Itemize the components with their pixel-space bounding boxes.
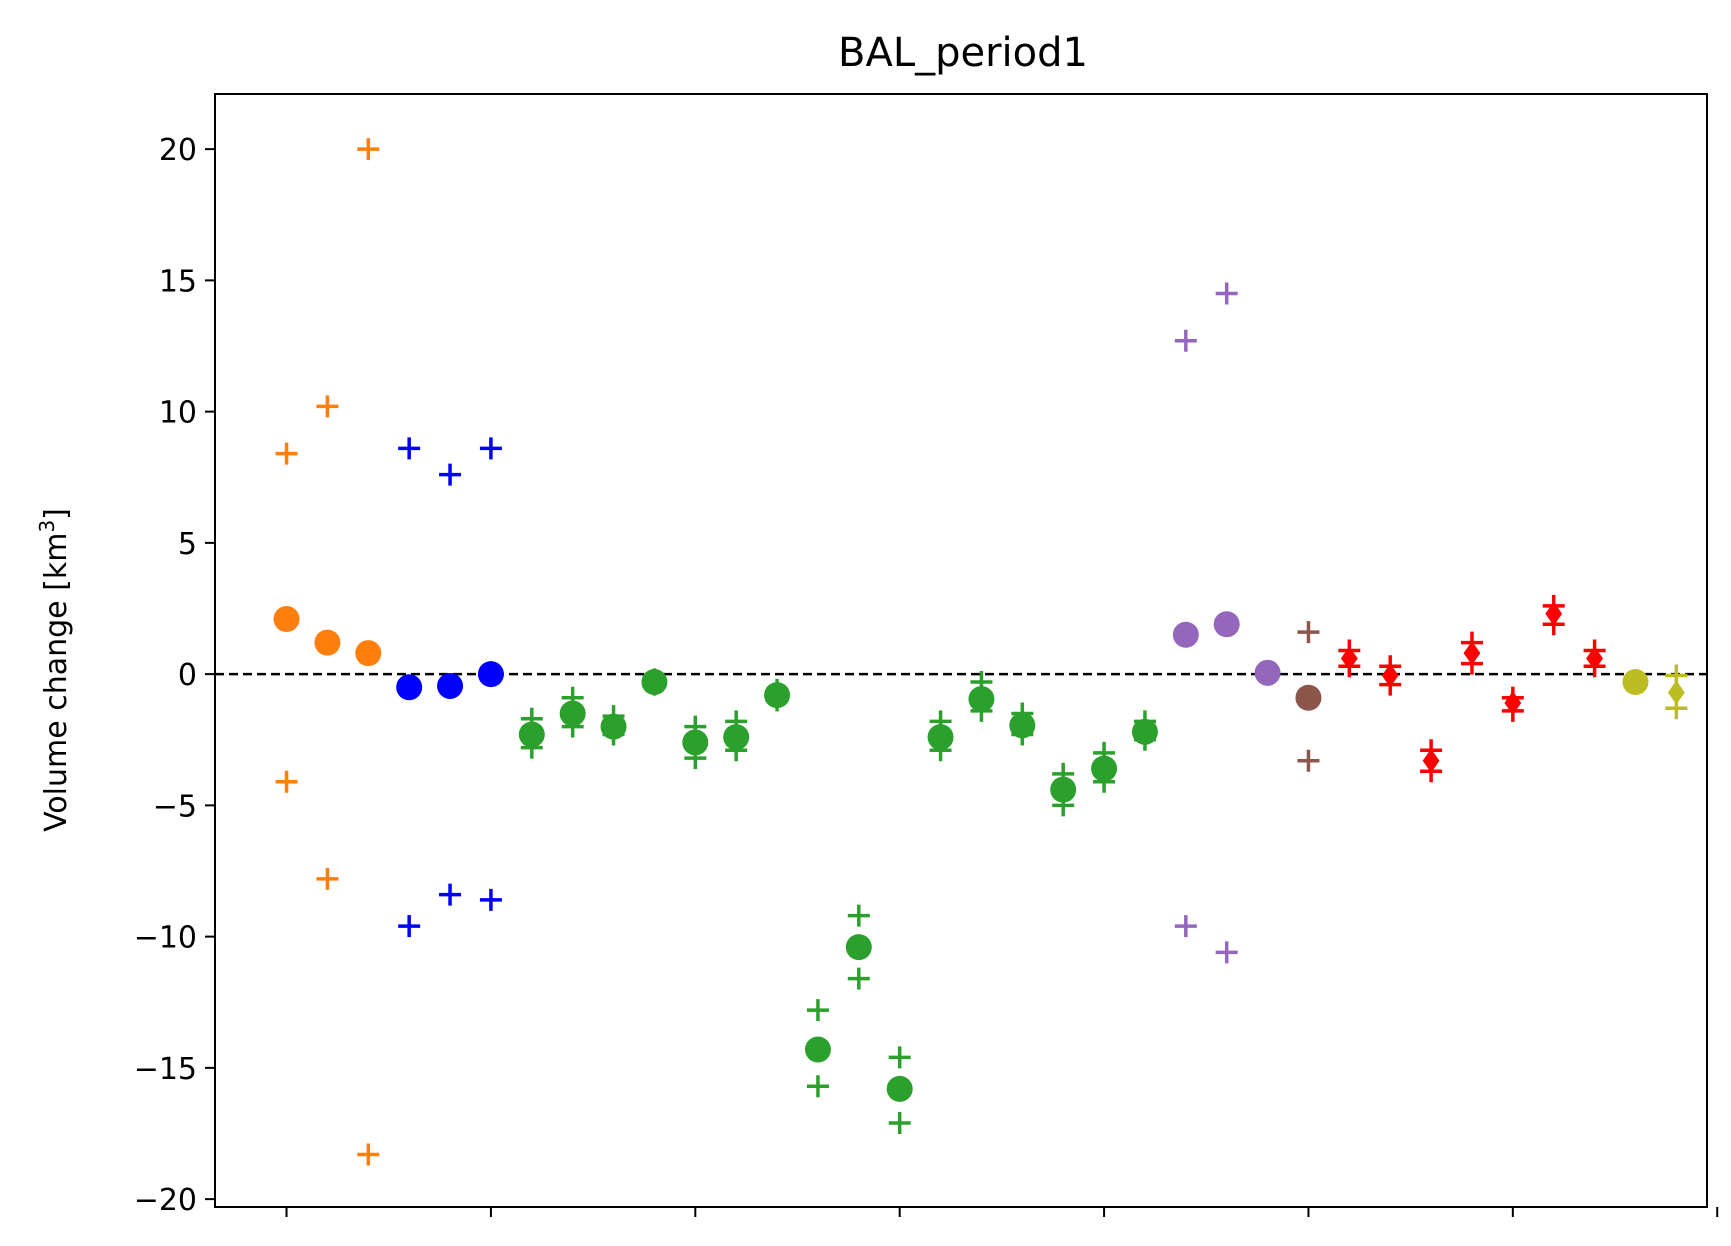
y-tick-label: 15 [159,264,197,299]
green-upper-bound-marker [806,999,829,1022]
y-tick-label: −10 [134,921,197,956]
blue-upper-bound-marker [398,437,421,460]
blue-data-point [396,674,423,701]
green-data-point [641,669,668,695]
brown-upper-bound-marker [1297,621,1320,644]
blue-data-point [477,661,504,688]
y-axis-label-main: Volume change [km [39,533,74,832]
y-tick-label: 5 [178,527,197,562]
purple-upper-bound-marker [1174,329,1197,352]
green-data-point [1091,755,1118,782]
orange-upper-bound-marker [357,138,380,161]
orange-upper-bound-marker [275,442,298,465]
green-data-point [968,686,995,713]
green-data-point [886,1075,913,1102]
green-lower-bound-marker [806,1075,829,1098]
red-diamond-point [1504,691,1522,715]
green-data-point [682,729,709,756]
green-data-point [1050,776,1077,803]
blue-lower-bound-marker [439,883,462,906]
blue-upper-bound-marker [439,463,462,486]
plot-area [215,138,1707,1166]
green-data-point [764,682,791,709]
y-tick-label: 0 [178,658,197,693]
y-tick-label: −5 [153,789,197,824]
plot-frame [214,93,1708,1208]
orange-lower-bound-marker [275,770,298,793]
red-diamond-point [1340,646,1358,671]
green-data-point [723,724,750,751]
green-lower-bound-marker [888,1112,911,1134]
x-axis-ticks [285,1207,1719,1217]
brown-lower-bound-marker [1297,749,1320,772]
y-axis-label-superscript: 3 [35,520,59,533]
blue-lower-bound-marker [398,915,421,938]
y-tick-label: −15 [134,1052,197,1087]
purple-data-point [1254,659,1281,686]
chart-title: BAL_period1 [838,30,1088,76]
orange-lower-bound-marker [316,867,339,890]
purple-upper-bound-marker [1215,282,1238,305]
green-upper-bound-marker [888,1046,911,1069]
blue-data-point [437,672,464,699]
purple-data-point [1213,611,1240,638]
red-diamond-point [1422,748,1440,773]
green-upper-bound-marker [847,904,870,927]
orange-data-point [355,640,382,667]
red-diamond-point [1545,601,1563,626]
green-data-point [1009,712,1036,739]
y-tick-label: 10 [159,396,197,431]
purple-lower-bound-marker [1215,941,1238,964]
brown-data-point [1295,684,1322,711]
y-axis-label: Volume change [km3] [35,508,74,832]
y-tick-label: 20 [159,133,197,168]
y-axis-ticks: 20 15 10 5 0 −5 −10 −15 −20 [134,133,215,1218]
green-data-point [927,724,954,751]
purple-lower-bound-marker [1174,915,1197,938]
olive-diamond-diamond-point [1667,680,1685,705]
orange-lower-bound-marker [357,1143,380,1166]
green-data-point [600,713,627,740]
blue-upper-bound-marker [479,437,502,460]
olive-data-point [1622,669,1649,695]
green-data-point [845,934,872,961]
purple-data-point [1172,621,1199,648]
orange-upper-bound-marker [316,395,339,418]
red-diamond-point [1381,663,1399,688]
orange-data-point [314,629,341,656]
green-data-point [1131,718,1158,745]
green-data-point [559,700,586,727]
green-data-point [518,721,545,748]
y-tick-label: −20 [134,1183,197,1218]
green-lower-bound-marker [847,967,870,990]
y-axis-label-suffix: ] [39,508,74,520]
red-diamond-point [1586,646,1603,671]
red-diamond-point [1463,641,1481,666]
orange-data-point [273,606,300,632]
blue-lower-bound-marker [479,888,502,911]
green-data-point [804,1036,831,1063]
